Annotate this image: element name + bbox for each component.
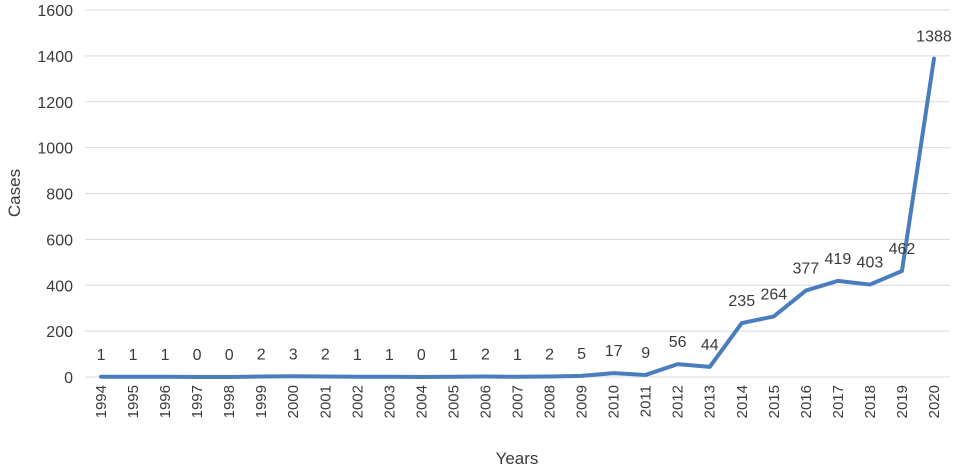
data-label: 1 [129, 347, 138, 364]
x-axis-ticks: 1994 1995 1996 1997 1998 1999 2000 2001 2002 2003… [93, 385, 943, 418]
data-label: 1 [385, 347, 394, 364]
x-tick-label: 2010 [606, 385, 623, 418]
x-tick-label: 2018 [862, 385, 879, 418]
series-layer [99, 56, 936, 379]
data-point [644, 373, 648, 377]
x-tick-label: 2013 [702, 385, 719, 418]
data-label: 56 [669, 334, 687, 351]
x-tick-label: 2020 [926, 385, 943, 418]
x-tick-label: 2015 [766, 385, 783, 418]
y-tick-label: 0 [64, 370, 73, 387]
data-label: 1 [353, 347, 362, 364]
data-point [932, 57, 936, 61]
series-line [99, 56, 936, 379]
data-point [900, 269, 904, 273]
data-point [291, 374, 295, 378]
data-label: 1 [161, 347, 170, 364]
x-tick-label: 2019 [894, 385, 911, 418]
x-tick-label: 1999 [253, 385, 270, 418]
data-label: 2 [321, 347, 330, 364]
data-point [580, 374, 584, 378]
x-tick-label: 2014 [734, 385, 751, 418]
data-label: 1 [513, 347, 522, 364]
x-tick-label: 2006 [477, 385, 494, 418]
x-axis-title: Years [496, 449, 539, 468]
data-label: 2 [545, 347, 554, 364]
data-point [612, 371, 616, 375]
data-point [548, 375, 552, 379]
data-label: 462 [889, 241, 916, 258]
y-tick-label: 400 [46, 278, 73, 295]
data-point [516, 375, 519, 379]
x-tick-label: 2008 [542, 385, 559, 418]
y-tick-label: 600 [46, 232, 73, 249]
gridlines [85, 9, 950, 378]
data-point [387, 375, 391, 379]
x-tick-label: 2003 [381, 385, 398, 418]
data-point [355, 375, 359, 379]
data-point [163, 375, 167, 379]
data-point [195, 375, 199, 379]
data-label: 9 [641, 345, 650, 362]
data-point [451, 375, 455, 379]
y-tick-label: 800 [46, 187, 73, 204]
x-tick-label: 1995 [125, 385, 142, 418]
x-tick-label: 2017 [830, 385, 847, 418]
data-label: 0 [193, 347, 202, 364]
data-label: 403 [857, 255, 884, 272]
y-tick-label: 1400 [37, 49, 73, 66]
x-tick-label: 2000 [285, 385, 302, 418]
data-point [483, 375, 487, 379]
data-label: 0 [225, 347, 234, 364]
data-point [708, 365, 712, 369]
data-point [323, 375, 327, 379]
x-tick-label: 2012 [670, 385, 687, 418]
data-point [259, 375, 263, 379]
data-label: 5 [577, 346, 586, 363]
y-tick-label: 1000 [37, 141, 73, 158]
data-label: 0 [417, 347, 426, 364]
x-tick-label: 2016 [798, 385, 815, 418]
x-tick-label: 1998 [221, 385, 238, 418]
data-point [131, 375, 135, 379]
y-tick-label: 1200 [37, 95, 73, 112]
data-point [804, 289, 808, 293]
x-tick-label: 2011 [638, 385, 655, 417]
x-tick-label: 2001 [317, 385, 334, 418]
data-label: 264 [760, 286, 787, 303]
data-point [868, 283, 872, 287]
x-tick-label: 2005 [445, 385, 462, 418]
data-label: 17 [605, 343, 623, 360]
data-point [419, 375, 423, 379]
y-axis-title: Cases [5, 169, 24, 217]
x-tick-label: 1994 [93, 385, 110, 418]
data-point [676, 362, 680, 366]
data-label: 1 [97, 347, 106, 364]
data-label: 235 [728, 293, 755, 310]
x-tick-label: 2002 [349, 385, 366, 418]
data-point [740, 321, 744, 325]
data-point [227, 375, 231, 379]
data-label: 1388 [916, 29, 952, 46]
x-tick-label: 2007 [510, 385, 527, 418]
data-label: 377 [792, 261, 819, 278]
y-tick-label: 200 [46, 324, 73, 341]
data-label: 1 [449, 347, 458, 364]
data-label: 2 [257, 347, 266, 364]
data-label: 2 [481, 347, 490, 364]
data-point [99, 375, 103, 379]
data-point [772, 314, 776, 318]
data-point [836, 279, 840, 283]
data-label: 44 [701, 337, 719, 354]
data-label: 3 [289, 346, 298, 363]
y-tick-label: 1600 [37, 3, 73, 20]
y-axis-ticks: 0 200 400 600 800 1000 1200 1400 1600 [37, 3, 73, 387]
x-tick-label: 2009 [574, 385, 591, 418]
x-tick-label: 2004 [413, 385, 430, 418]
x-tick-label: 1996 [157, 385, 174, 418]
x-tick-label: 1997 [189, 385, 206, 418]
data-label: 419 [825, 251, 852, 268]
